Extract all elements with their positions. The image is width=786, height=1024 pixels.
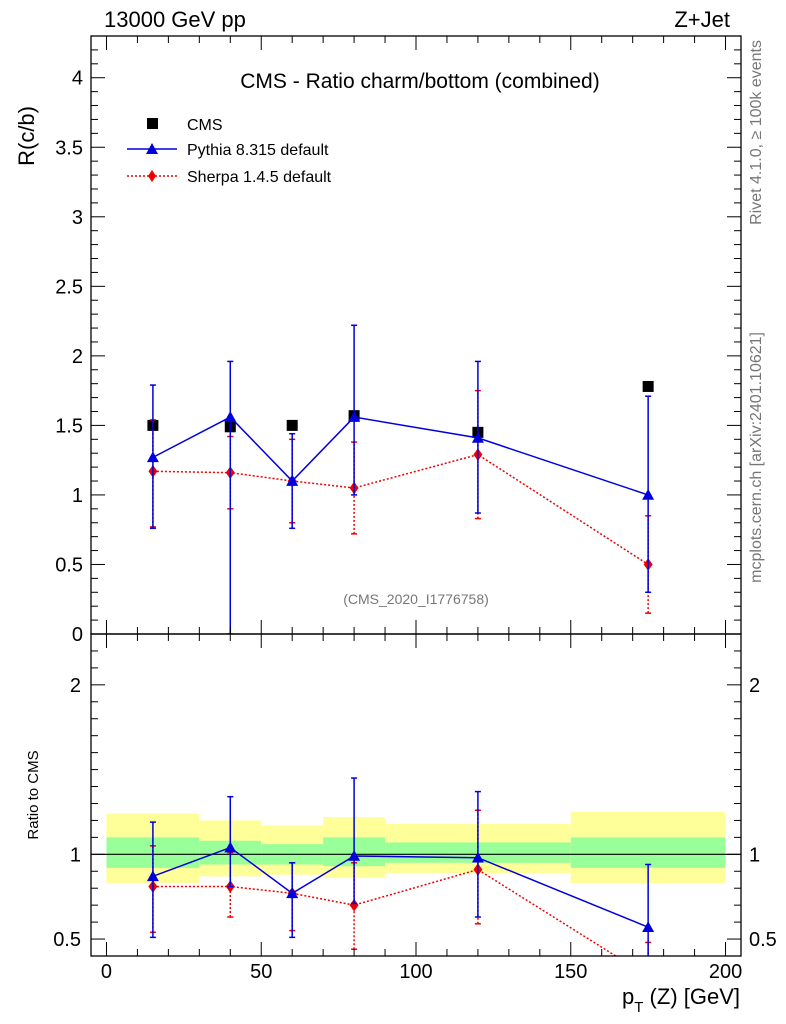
legend-pythia-marker — [146, 143, 158, 154]
mcplots-side-label: mcplots.cern.ch [arXiv:2401.10621] — [748, 332, 765, 583]
main-chart-title: CMS - Ratio charm/bottom (combined) — [240, 70, 599, 93]
x-tick-label: 200 — [709, 961, 742, 983]
x-axis-title-sub: T — [634, 999, 643, 1016]
ratio-y-axis-title: Ratio to CMS — [25, 750, 42, 839]
ratio-frame — [90, 633, 742, 957]
legend-sherpa-marker — [148, 170, 156, 182]
main-y-tick-label: 4 — [72, 68, 83, 90]
legend-sherpa-label: Sherpa 1.4.5 default — [187, 169, 332, 186]
x-axis-title-main: p — [622, 984, 634, 1009]
sherpa-ratio-point — [349, 898, 359, 912]
legend-pythia-label: Pythia 8.315 default — [187, 142, 329, 159]
ratio-panel: 0.5 0.5 1 1 2 2 0 50 100 150 200 — [53, 633, 777, 983]
pythia-ratio-point — [348, 850, 361, 861]
pythia-ratio-line — [152, 846, 649, 928]
x-tick-label: 100 — [399, 961, 432, 983]
cms-data-point — [642, 380, 654, 392]
pythia-main-point — [642, 488, 655, 500]
pythia-main-point — [224, 411, 237, 422]
pythia-main-point — [471, 431, 484, 443]
pythia-main-point — [348, 411, 361, 422]
main-panel: CMS - Ratio charm/bottom (combined) (CMS… — [55, 35, 742, 646]
main-y-tick-label: 1.5 — [55, 415, 83, 437]
main-y-tick-label: 0.5 — [55, 554, 83, 576]
rivet-side-label: Rivet 4.1.0, ≥ 100k events — [748, 40, 765, 225]
header-left-label: 13000 GeV pp — [104, 7, 246, 32]
main-y-tick-label: 1 — [72, 485, 83, 507]
pythia-ratio-point — [146, 870, 159, 882]
x-tick-label: 50 — [250, 961, 272, 983]
pythia-ratio-point — [642, 921, 655, 932]
main-y-tick-label: 2.5 — [55, 276, 83, 298]
pythia-ratio-point — [471, 851, 484, 863]
uncertainty-band-inner — [570, 837, 726, 868]
ratio-plot-area — [91, 777, 741, 983]
x-tick-label: 0 — [101, 961, 112, 983]
x-axis-title-rest: (Z) [GeV] — [643, 984, 740, 1009]
ratio-axes: 0.5 0.5 1 1 2 2 0 50 100 150 200 — [53, 633, 777, 983]
main-y-tick-label: 3.5 — [55, 137, 83, 159]
ratio-y-tick-label-left: 1 — [70, 844, 81, 866]
analysis-watermark: (CMS_2020_I1776758) — [343, 591, 489, 607]
pythia-main-point — [146, 451, 159, 463]
main-y-axis-title: R(c/b) — [14, 106, 39, 166]
main-axes: 0 0.5 1 1.5 2 2.5 3 3.5 4 — [55, 35, 742, 646]
x-tick-label: 150 — [554, 961, 587, 983]
sherpa-main-line — [152, 453, 649, 566]
pythia-ratio-point — [286, 887, 299, 899]
ratio-y-tick-label-right: 1 — [749, 844, 760, 866]
main-plot-area — [146, 324, 655, 634]
ratio-y-tick-label-left: 0.5 — [53, 929, 81, 951]
main-y-tick-label: 3 — [72, 207, 83, 229]
x-axis-title: pT (Z) [GeV] — [622, 984, 740, 1016]
legend-cms-marker — [147, 118, 158, 129]
sherpa-ratio-line — [152, 868, 618, 956]
ratio-y-tick-label-right: 2 — [749, 675, 760, 697]
pythia-main-point — [286, 475, 299, 486]
pythia-ratio-point — [224, 841, 237, 853]
main-y-tick-label: 0 — [72, 624, 83, 646]
ratio-y-tick-label-left: 2 — [70, 675, 81, 697]
cms-data-point — [286, 419, 298, 431]
ratio-y-tick-label-right: 0.5 — [749, 929, 777, 951]
main-y-tick-label: 2 — [72, 346, 83, 368]
sherpa-ratio-point — [644, 970, 653, 983]
header-right-label: Z+Jet — [674, 7, 730, 32]
legend: CMS Pythia 8.315 default Sherpa 1.4.5 de… — [127, 117, 332, 186]
pythia-main-line — [152, 416, 649, 496]
legend-cms-label: CMS — [187, 117, 223, 134]
